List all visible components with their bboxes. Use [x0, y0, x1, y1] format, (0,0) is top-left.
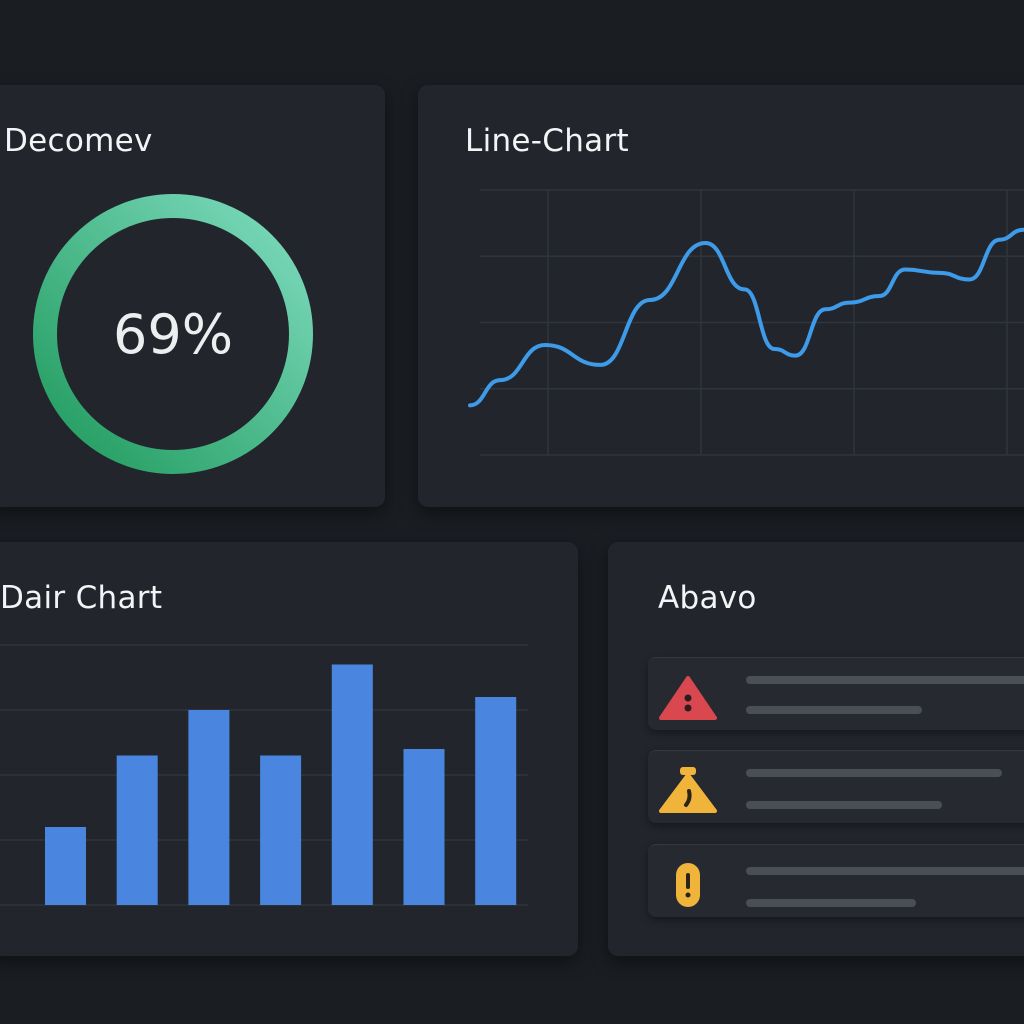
line-series — [468, 227, 1024, 408]
alert-line — [746, 801, 942, 809]
gauge-value: 69% — [112, 303, 234, 366]
bar-chart — [0, 644, 528, 906]
gauge-panel: Decomev 69% — [0, 85, 385, 507]
bar-chart-panel: Dair Chart — [0, 542, 578, 956]
warning-triangle-red-icon — [659, 676, 717, 720]
alert-line — [746, 706, 922, 714]
bar — [45, 827, 86, 905]
exclamation-badge-icon — [676, 863, 700, 907]
bar — [260, 755, 302, 905]
bar — [475, 697, 517, 905]
alert-line — [746, 676, 1024, 684]
line-chart-panel: Line-Chart — [418, 85, 1024, 507]
bar-chart-title: Dair Chart — [0, 580, 163, 616]
alert-item-critical[interactable] — [648, 657, 1024, 730]
gauge-title: Decomev — [4, 123, 153, 159]
gauge-ring — [33, 194, 313, 474]
warning-triangle-yellow-icon — [659, 767, 717, 813]
alert-line — [746, 769, 1002, 777]
bar — [116, 755, 158, 905]
bar — [331, 664, 373, 905]
alert-line — [746, 899, 916, 907]
alerts-panel: Abavo — [608, 542, 1024, 956]
bar — [403, 749, 445, 905]
donut-gauge — [33, 194, 313, 474]
alert-line — [746, 867, 1024, 875]
alert-item-info[interactable] — [648, 844, 1024, 917]
line-chart-title: Line-Chart — [465, 123, 629, 159]
alert-item-warning[interactable] — [648, 750, 1024, 823]
bar — [188, 710, 230, 905]
alerts-title: Abavo — [658, 580, 757, 616]
line-chart — [468, 189, 1024, 456]
